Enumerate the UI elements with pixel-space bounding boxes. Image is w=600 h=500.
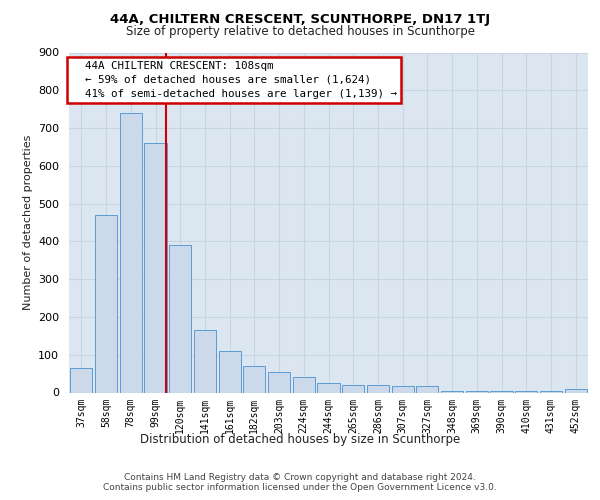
Bar xyxy=(119,113,142,392)
Bar xyxy=(342,385,364,392)
Text: Contains HM Land Registry data © Crown copyright and database right 2024.: Contains HM Land Registry data © Crown c… xyxy=(124,472,476,482)
Bar xyxy=(169,245,191,392)
Text: 44A CHILTERN CRESCENT: 108sqm
  ← 59% of detached houses are smaller (1,624)
  4: 44A CHILTERN CRESCENT: 108sqm ← 59% of d… xyxy=(71,61,397,99)
Text: 44A, CHILTERN CRESCENT, SCUNTHORPE, DN17 1TJ: 44A, CHILTERN CRESCENT, SCUNTHORPE, DN17… xyxy=(110,12,490,26)
Bar xyxy=(466,391,488,392)
Bar xyxy=(540,391,562,392)
Text: Contains public sector information licensed under the Open Government Licence v3: Contains public sector information licen… xyxy=(103,484,497,492)
Text: Distribution of detached houses by size in Scunthorpe: Distribution of detached houses by size … xyxy=(140,432,460,446)
Bar xyxy=(268,372,290,392)
Bar xyxy=(95,215,117,392)
Bar xyxy=(293,378,315,392)
Y-axis label: Number of detached properties: Number of detached properties xyxy=(23,135,32,310)
Bar xyxy=(441,391,463,392)
Bar xyxy=(218,351,241,393)
Bar xyxy=(145,143,167,392)
Bar xyxy=(392,386,414,392)
Bar xyxy=(70,368,92,392)
Bar xyxy=(416,386,439,392)
Bar xyxy=(490,391,512,392)
Bar xyxy=(243,366,265,392)
Bar xyxy=(515,391,538,392)
Bar xyxy=(194,330,216,392)
Bar xyxy=(565,388,587,392)
Bar xyxy=(367,385,389,392)
Bar xyxy=(317,383,340,392)
Text: Size of property relative to detached houses in Scunthorpe: Size of property relative to detached ho… xyxy=(125,25,475,38)
